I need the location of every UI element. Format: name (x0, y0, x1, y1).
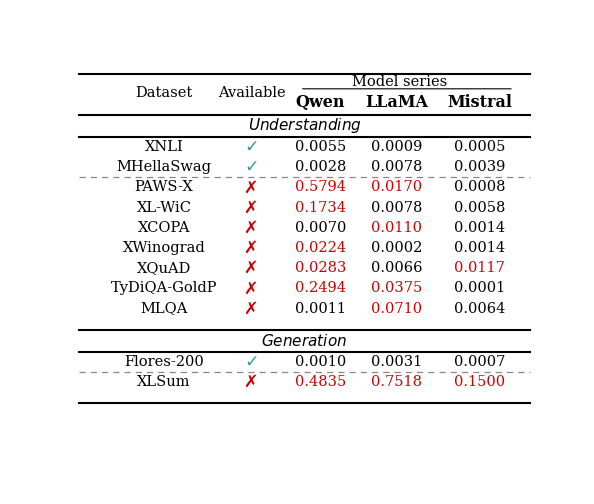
Text: 0.0110: 0.0110 (371, 221, 422, 235)
Text: XCOPA: XCOPA (138, 221, 190, 235)
Text: 0.0010: 0.0010 (295, 355, 346, 369)
Text: LLaMA: LLaMA (365, 94, 428, 111)
Text: Qwen: Qwen (296, 94, 345, 111)
Text: PAWS-X: PAWS-X (135, 180, 194, 195)
Text: Mistral: Mistral (447, 94, 512, 111)
Text: 0.4835: 0.4835 (295, 375, 346, 389)
Text: Available: Available (217, 86, 285, 100)
Text: 0.5794: 0.5794 (295, 180, 346, 195)
Text: ✗: ✗ (244, 178, 259, 197)
Text: 0.1734: 0.1734 (295, 201, 346, 215)
Text: 0.0078: 0.0078 (371, 160, 422, 174)
Text: 0.0007: 0.0007 (454, 355, 505, 369)
Text: Flores-200: Flores-200 (124, 355, 204, 369)
Text: ✗: ✗ (244, 199, 259, 217)
Text: $\it{Generation}$: $\it{Generation}$ (261, 333, 347, 349)
Text: 0.0078: 0.0078 (371, 201, 422, 215)
Text: 0.0117: 0.0117 (454, 261, 505, 275)
Text: 0.0064: 0.0064 (454, 301, 505, 316)
Text: 0.0001: 0.0001 (454, 281, 505, 295)
Text: 0.0011: 0.0011 (295, 301, 346, 316)
Text: ✗: ✗ (244, 259, 259, 277)
Text: 0.0058: 0.0058 (454, 201, 505, 215)
Text: 0.0039: 0.0039 (454, 160, 505, 174)
Text: 0.0005: 0.0005 (454, 140, 505, 154)
Text: 0.0070: 0.0070 (295, 221, 346, 235)
Text: 0.0014: 0.0014 (454, 221, 505, 235)
Text: ✓: ✓ (244, 353, 259, 371)
Text: ✓: ✓ (244, 138, 259, 156)
Text: 0.0009: 0.0009 (371, 140, 422, 154)
Text: 0.0055: 0.0055 (295, 140, 346, 154)
Text: ✗: ✗ (244, 239, 259, 257)
Text: XWinograd: XWinograd (122, 241, 206, 255)
Text: 0.2494: 0.2494 (295, 281, 346, 295)
Text: ✗: ✗ (244, 373, 259, 391)
Text: XLSum: XLSum (137, 375, 191, 389)
Text: 0.1500: 0.1500 (454, 375, 505, 389)
Text: 0.0066: 0.0066 (371, 261, 422, 275)
Text: ✗: ✗ (244, 219, 259, 237)
Text: TyDiQA-GoldP: TyDiQA-GoldP (110, 281, 217, 295)
Text: ✗: ✗ (244, 279, 259, 297)
Text: 0.0014: 0.0014 (454, 241, 505, 255)
Text: XQuAD: XQuAD (137, 261, 191, 275)
Text: $\it{Understanding}$: $\it{Understanding}$ (248, 116, 361, 136)
Text: 0.0028: 0.0028 (295, 160, 346, 174)
Text: MLQA: MLQA (140, 301, 188, 316)
Text: XL-WiC: XL-WiC (137, 201, 191, 215)
Text: 0.0002: 0.0002 (371, 241, 422, 255)
Text: XNLI: XNLI (145, 140, 184, 154)
Text: MHellaSwag: MHellaSwag (116, 160, 211, 174)
Text: Model series: Model series (352, 75, 447, 89)
Text: 0.0224: 0.0224 (295, 241, 346, 255)
Text: Dataset: Dataset (135, 86, 192, 100)
Text: 0.0283: 0.0283 (295, 261, 346, 275)
Text: ✗: ✗ (244, 299, 259, 318)
Text: 0.0710: 0.0710 (371, 301, 422, 316)
Text: 0.0008: 0.0008 (454, 180, 505, 195)
Text: 0.0031: 0.0031 (371, 355, 422, 369)
Text: 0.7518: 0.7518 (371, 375, 422, 389)
Text: 0.0375: 0.0375 (371, 281, 422, 295)
Text: ✓: ✓ (244, 158, 259, 176)
Text: 0.0170: 0.0170 (371, 180, 422, 195)
